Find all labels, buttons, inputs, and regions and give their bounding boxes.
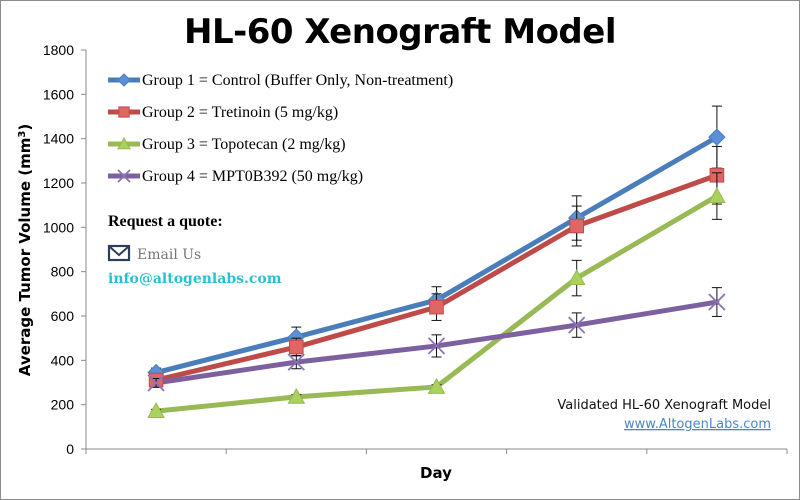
request-quote-heading: Request a quote: <box>108 213 223 230</box>
mail-icon[interactable] <box>107 244 131 262</box>
footer-note: Validated HL-60 Xenograft Model <box>557 398 771 413</box>
data-point <box>708 128 726 146</box>
legend-label: Group 1 = Control (Buffer Only, Non-trea… <box>142 72 453 89</box>
series-2-markers <box>148 145 725 388</box>
y-tick-label: 400 <box>51 352 75 368</box>
y-tick-label: 1600 <box>43 86 74 102</box>
legend-item-4: Group 4 = MPT0B392 (50 mg/kg) <box>108 168 363 185</box>
series-3-markers <box>147 172 726 418</box>
data-point <box>427 337 446 355</box>
data-point <box>287 353 305 371</box>
data-point <box>708 187 726 203</box>
y-tick-label: 200 <box>51 397 75 413</box>
data-point <box>147 374 165 392</box>
data-point <box>569 218 585 234</box>
series-4-markers <box>147 287 726 392</box>
data-point <box>427 377 446 394</box>
y-tick-label: 1000 <box>43 219 74 235</box>
data-point <box>287 387 306 404</box>
email-us-link[interactable]: Email Us <box>137 247 201 263</box>
y-tick-label: 1200 <box>43 175 74 191</box>
series-layer <box>147 105 726 418</box>
legend-marker <box>117 169 131 183</box>
data-point <box>708 293 726 311</box>
legend-label: Group 4 = MPT0B392 (50 mg/kg) <box>142 168 363 185</box>
data-point <box>567 269 586 285</box>
data-point <box>289 339 304 355</box>
legend-marker <box>117 73 131 87</box>
data-point <box>429 299 444 315</box>
legend-item-2: Group 2 = Tretinoin (5 mg/kg) <box>108 104 338 121</box>
y-tick-label: 600 <box>51 308 75 324</box>
y-tick-label: 0 <box>66 441 74 457</box>
y-tick-label: 1800 <box>43 42 74 58</box>
legend: Group 1 = Control (Buffer Only, Non-trea… <box>108 72 453 185</box>
y-tick-label: 800 <box>51 264 75 280</box>
legend-marker <box>118 106 130 118</box>
y-axis-title: Average Tumor Volume (mm3) <box>16 124 34 376</box>
axes: 0 200 400 600 800 1000 1200 1400 1600 1800 <box>43 42 788 457</box>
x-axis-title: Day <box>420 464 452 482</box>
y-tick-label: 1400 <box>43 131 74 147</box>
chart-title: HL-60 Xenograft Model <box>184 12 616 52</box>
legend-marker <box>117 136 131 150</box>
data-point <box>147 402 165 418</box>
website-link[interactable]: www.AltogenLabs.com <box>624 417 771 432</box>
legend-item-3: Group 3 = Topotecan (2 mg/kg) <box>108 136 346 153</box>
data-point <box>568 316 586 334</box>
legend-label: Group 2 = Tretinoin (5 mg/kg) <box>142 104 338 121</box>
legend-label: Group 3 = Topotecan (2 mg/kg) <box>142 136 346 153</box>
email-address-link[interactable]: info@altogenlabs.com <box>108 271 282 287</box>
legend-item-1: Group 1 = Control (Buffer Only, Non-trea… <box>108 72 453 89</box>
